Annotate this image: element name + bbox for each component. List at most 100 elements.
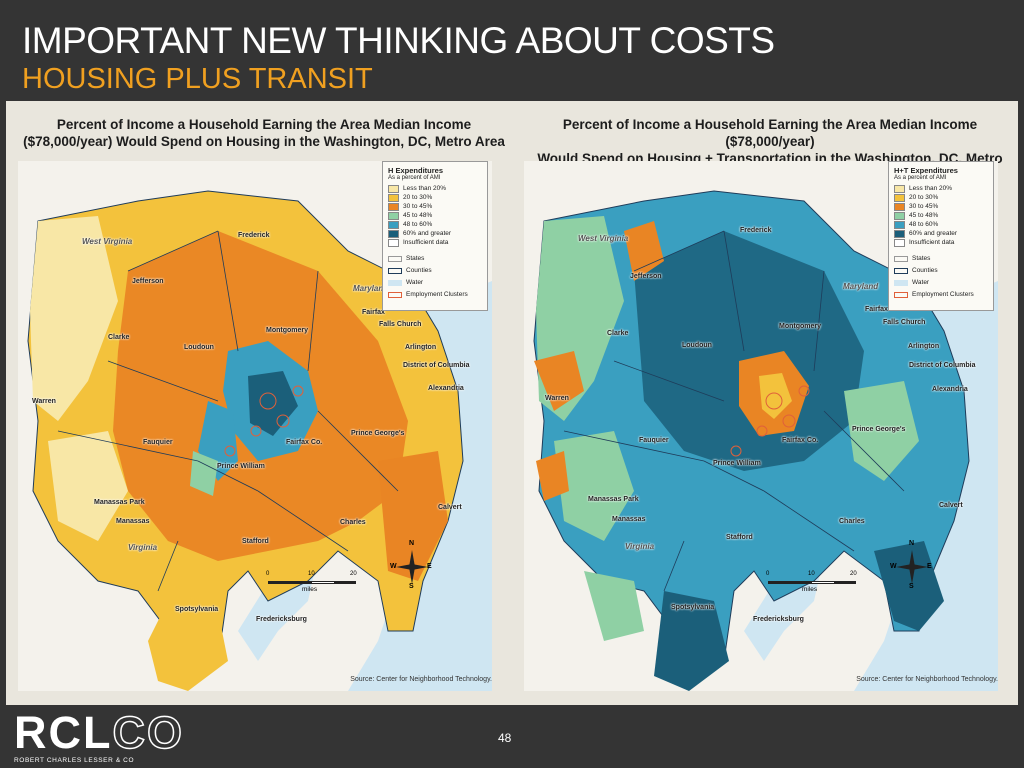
legend-swatch xyxy=(894,184,905,193)
legend-row: 20 to 30% xyxy=(388,193,432,202)
maps-image: Percent of Income a Household Earning th… xyxy=(6,101,1018,705)
scale-tick-0: 0 xyxy=(266,571,270,577)
legend-label: Insufficient data xyxy=(403,239,449,246)
legend-swatch xyxy=(388,229,399,238)
legend-line xyxy=(388,279,402,286)
legend-swatch xyxy=(894,220,905,229)
legend-label: Less than 20% xyxy=(403,185,447,192)
label-stafford: Stafford xyxy=(242,538,269,545)
legend-label: 45 to 48% xyxy=(909,212,939,219)
label-arlington: Arlington xyxy=(405,344,437,351)
legend-row: 48 to 60% xyxy=(894,220,938,229)
legend-swatch xyxy=(894,202,905,211)
legend-row: 60% and greater xyxy=(388,229,451,238)
legend-line xyxy=(894,267,908,274)
ht-label-frederick: Frederick xyxy=(740,227,772,234)
ht-label-virginia: Virginia xyxy=(625,542,655,551)
legend-line xyxy=(894,255,908,262)
ht-map-source: Source: Center for Neighborhood Technolo… xyxy=(856,676,998,683)
label-maryland: Maryland xyxy=(353,284,389,293)
ht-label-falls-church: Falls Church xyxy=(883,319,926,326)
legend-row: Employment Clusters xyxy=(388,290,468,299)
ht-scale-tick-0: 0 xyxy=(766,571,770,577)
legend-label: Employment Clusters xyxy=(912,291,974,298)
legend-label: 30 to 45% xyxy=(909,203,939,210)
label-spotsylvania: Spotsylvania xyxy=(175,606,219,613)
label-charles: Charles xyxy=(340,519,366,526)
housing-map-title-line1: Percent of Income a Household Earning th… xyxy=(56,117,472,132)
label-west-virginia: West Virginia xyxy=(82,237,133,246)
legend-swatch xyxy=(894,238,905,247)
legend-swatch xyxy=(388,184,399,193)
legend-label: States xyxy=(406,255,425,262)
legend-line xyxy=(894,279,908,286)
label-manassas-park: Manassas Park xyxy=(94,499,145,506)
legend-label: 45 to 48% xyxy=(403,212,433,219)
legend-swatch xyxy=(388,202,399,211)
rclco-logo: RCLCO xyxy=(14,706,184,759)
label-frederick: Frederick xyxy=(238,232,270,239)
ht-legend-title: H+T Expenditures xyxy=(894,166,958,175)
legend-row: 20 to 30% xyxy=(894,193,938,202)
label-falls-church: Falls Church xyxy=(379,321,422,328)
legend-row: Water xyxy=(894,278,929,287)
legend-label: 60% and greater xyxy=(909,230,958,237)
label-virginia: Virginia xyxy=(128,543,158,552)
label-loudoun: Loudoun xyxy=(184,344,214,351)
legend-line xyxy=(388,291,402,298)
legend-row: Insufficient data xyxy=(388,238,448,247)
legend-row: 48 to 60% xyxy=(388,220,432,229)
legend-row: Insufficient data xyxy=(894,238,954,247)
housing-map-source: Source: Center for Neighborhood Technolo… xyxy=(350,676,492,683)
legend-label: Counties xyxy=(912,267,938,274)
logo-solid: RCL xyxy=(14,707,113,758)
legend-label: States xyxy=(912,255,931,262)
housing-map-title-line2: ($78,000/year) Would Spend on Housing in… xyxy=(23,134,505,149)
ht-label-manassas: Manassas xyxy=(612,516,646,523)
ht-label-manassas-park: Manassas Park xyxy=(588,496,639,503)
ht-label-west-virginia: West Virginia xyxy=(578,234,629,243)
label-warren: Warren xyxy=(32,398,56,405)
legend-label: Less than 20% xyxy=(909,185,953,192)
ht-label-loudoun: Loudoun xyxy=(682,342,712,349)
label-prince-william: Prince William xyxy=(217,463,265,470)
scale-unit: miles xyxy=(302,586,318,593)
ht-scale-bar: 0 10 20 miles xyxy=(764,571,874,597)
legend-subtitle: As a percent of AMI xyxy=(388,175,441,181)
ht-compass-s: S xyxy=(909,583,914,590)
legend-row: 45 to 48% xyxy=(894,211,938,220)
label-clarke: Clarke xyxy=(108,334,130,341)
legend-row: 60% and greater xyxy=(894,229,957,238)
logo-outline: CO xyxy=(112,706,184,759)
ht-label-fairfax-co: Fairfax Co. xyxy=(782,437,819,444)
label-jefferson: Jefferson xyxy=(132,278,164,285)
legend-row: States xyxy=(388,254,424,263)
ht-scale-tick-20: 20 xyxy=(850,571,857,577)
ht-label-jefferson: Jefferson xyxy=(630,273,662,280)
label-calvert: Calvert xyxy=(438,504,462,511)
legend-row: Less than 20% xyxy=(894,184,952,193)
ht-choropleth xyxy=(524,161,998,691)
ht-label-charles: Charles xyxy=(839,518,865,525)
ht-legend: H+T Expenditures As a percent of AMI Les… xyxy=(888,161,994,311)
legend-label: 60% and greater xyxy=(403,230,452,237)
legend-label: Counties xyxy=(406,267,432,274)
ht-label-calvert: Calvert xyxy=(939,502,963,509)
label-prince-georges: Prince George's xyxy=(351,430,405,437)
ht-compass-n: N xyxy=(909,540,915,547)
legend-row: Employment Clusters xyxy=(894,290,974,299)
legend-row: States xyxy=(894,254,930,263)
label-fredericksburg: Fredericksburg xyxy=(256,616,307,623)
ht-scale-unit: miles xyxy=(802,586,818,593)
compass-n: N xyxy=(409,540,415,547)
ht-label-fauquier: Fauquier xyxy=(639,437,669,444)
legend-swatch xyxy=(388,211,399,220)
legend-title: H Expenditures xyxy=(388,166,444,175)
ht-compass-w: W xyxy=(890,563,897,570)
compass-w: W xyxy=(390,563,397,570)
legend-label: Water xyxy=(406,279,424,286)
compass-e: E xyxy=(427,563,432,570)
legend-swatch xyxy=(388,220,399,229)
legend-row: 45 to 48% xyxy=(388,211,432,220)
ht-label-spotsylvania: Spotsylvania xyxy=(671,604,715,611)
